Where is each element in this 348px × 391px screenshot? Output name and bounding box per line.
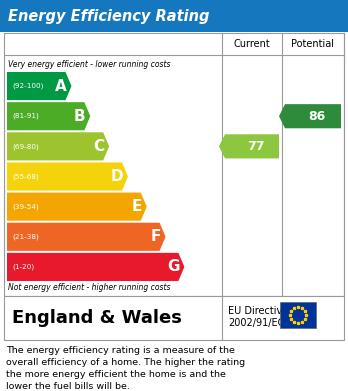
Text: 77: 77	[247, 140, 265, 153]
Text: (92-100): (92-100)	[12, 83, 44, 89]
Polygon shape	[7, 193, 147, 221]
Text: (69-80): (69-80)	[12, 143, 39, 150]
Polygon shape	[7, 102, 90, 130]
Text: A: A	[55, 79, 66, 93]
Polygon shape	[7, 132, 109, 160]
Polygon shape	[7, 72, 72, 100]
Polygon shape	[279, 104, 341, 128]
Bar	[280, 302, 316, 328]
Text: E: E	[132, 199, 142, 214]
Polygon shape	[219, 134, 279, 158]
Bar	[4, 296, 344, 340]
Text: C: C	[93, 139, 104, 154]
Text: (1-20): (1-20)	[12, 264, 34, 270]
Text: Very energy efficient - lower running costs: Very energy efficient - lower running co…	[8, 60, 171, 69]
Text: Potential: Potential	[292, 39, 334, 49]
Polygon shape	[7, 253, 184, 281]
Text: Energy Efficiency Rating: Energy Efficiency Rating	[8, 9, 209, 23]
Text: G: G	[167, 260, 179, 274]
Text: 2002/91/EC: 2002/91/EC	[228, 318, 284, 328]
Text: B: B	[74, 109, 85, 124]
Bar	[0, 0, 348, 32]
Text: Not energy efficient - higher running costs: Not energy efficient - higher running co…	[8, 283, 171, 292]
Polygon shape	[7, 162, 128, 190]
Text: 86: 86	[308, 110, 326, 123]
Bar	[4, 33, 344, 296]
Text: Current: Current	[234, 39, 270, 49]
Text: F: F	[150, 229, 160, 244]
Text: The energy efficiency rating is a measure of the
overall efficiency of a home. T: The energy efficiency rating is a measur…	[6, 346, 245, 391]
Text: D: D	[110, 169, 123, 184]
Polygon shape	[7, 223, 166, 251]
Text: (81-91): (81-91)	[12, 113, 39, 120]
Text: EU Directive: EU Directive	[228, 306, 288, 316]
Text: (55-68): (55-68)	[12, 173, 39, 180]
Text: England & Wales: England & Wales	[12, 309, 182, 327]
Text: (39-54): (39-54)	[12, 203, 39, 210]
Text: (21-38): (21-38)	[12, 233, 39, 240]
